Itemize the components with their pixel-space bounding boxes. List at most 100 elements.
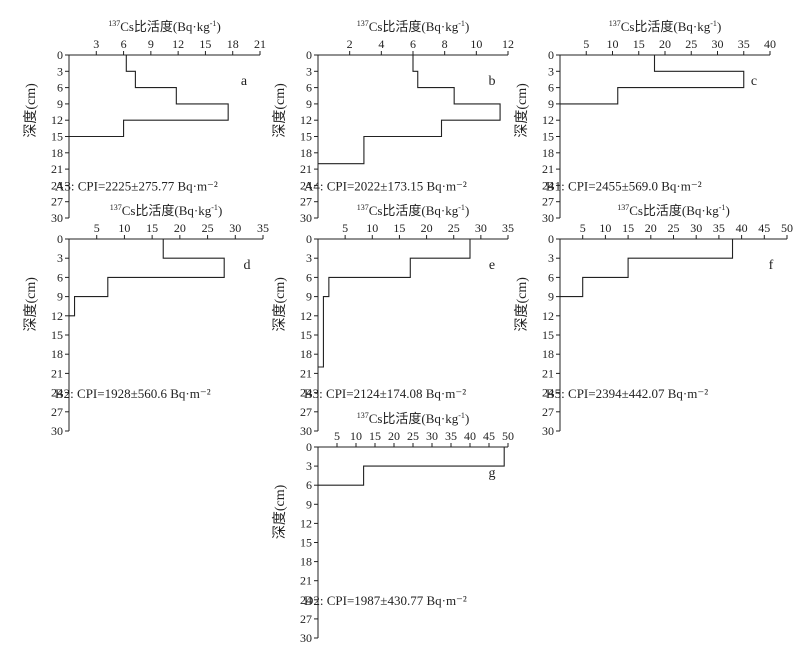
y-tick-label: 18 [542,347,554,361]
x-tick-label: 35 [502,221,514,235]
y-tick-label: 24 [542,178,554,192]
panel-e: 5 10 15 20 25 30 35 0 3 6 9 12 15 18 21 24 27 30 137Cs比活度(… [272,203,514,438]
cpi-annotation: B3: CPI=2124±174.08 Bq·m⁻² [304,386,466,401]
x-axis-title: 137Cs比活度(Bq·kg-1) [108,19,221,34]
x-tick-label: 3 [93,37,99,51]
y-tick-label: 9 [548,97,554,111]
y-tick-label: 21 [300,366,312,380]
x-tick-label: 15 [633,37,645,51]
x-tick-label: 10 [350,429,362,443]
x-tick-label: 10 [607,37,619,51]
x-tick-label: 50 [502,429,514,443]
y-tick-label: 3 [57,251,63,265]
y-tick-label: 6 [57,270,63,284]
y-tick-label: 18 [542,146,554,160]
y-tick-label: 9 [57,97,63,111]
x-tick-label: 6 [121,37,127,51]
panel-letter: b [489,74,496,89]
activity-profile-line [318,238,471,368]
y-tick-label: 27 [51,405,63,419]
cpi-annotation: B5: CPI=2394±442.07 Bq·m⁻² [546,386,708,401]
x-axis-title: 137Cs比活度(Bq·kg-1) [609,19,722,34]
y-tick-label: 21 [300,574,312,588]
x-tick-label: 25 [668,221,680,235]
y-tick-label: 24 [300,178,312,192]
y-tick-label: 18 [51,347,63,361]
cpi-annotation: B1: CPI=2455±569.0 Bq·m⁻² [546,178,702,193]
y-tick-label: 12 [300,113,312,127]
cpi-annotation: B2: CPI=1928±560.6 Bq·m⁻² [55,386,211,401]
y-tick-label: 30 [542,211,554,225]
x-tick-label: 21 [254,37,266,51]
activity-profile-line [560,54,745,105]
x-tick-label: 30 [229,221,241,235]
y-tick-label: 9 [306,497,312,511]
x-tick-label: 6 [410,37,416,51]
x-axis-title: 137Cs比活度(Bq·kg-1) [357,411,470,426]
x-tick-label: 5 [94,221,100,235]
y-tick-label: 15 [542,328,554,342]
x-tick-label: 5 [580,221,586,235]
y-tick-label: 30 [300,211,312,225]
x-tick-label: 35 [257,221,269,235]
y-tick-label: 9 [306,97,312,111]
x-tick-label: 15 [622,221,634,235]
x-tick-label: 45 [758,221,770,235]
y-tick-label: 27 [300,405,312,419]
panel-letter: c [751,74,757,89]
x-tick-label: 9 [148,37,154,51]
y-tick-label: 15 [51,328,63,342]
activity-profile-line [69,238,225,317]
y-tick-label: 9 [306,290,312,304]
x-tick-label: 20 [659,37,671,51]
y-tick-label: 30 [51,424,63,438]
y-tick-label: 30 [300,631,312,645]
x-tick-label: 45 [483,429,495,443]
y-tick-label: 24 [300,386,312,400]
x-tick-label: 12 [172,37,184,51]
y-tick-label: 18 [300,146,312,160]
x-tick-label: 20 [645,221,657,235]
y-axis-title: 深度(cm) [23,277,39,332]
x-tick-label: 30 [475,221,487,235]
y-tick-label: 6 [306,81,312,95]
x-tick-label: 35 [713,221,725,235]
y-tick-label: 27 [542,195,554,209]
y-tick-label: 0 [57,48,63,62]
y-tick-label: 27 [300,612,312,626]
x-tick-label: 30 [426,429,438,443]
y-tick-label: 3 [306,64,312,78]
cpi-annotation: D2: CPI=1987±430.77 Bq·m⁻² [304,593,467,608]
y-axis-title: 深度(cm) [272,484,288,539]
x-tick-label: 8 [442,37,448,51]
x-axis-title: 137Cs比活度(Bq·kg-1) [617,203,730,218]
x-tick-label: 30 [690,221,702,235]
x-tick-label: 15 [199,37,211,51]
x-axis-title: 137Cs比活度(Bq·kg-1) [357,203,470,218]
x-axis-title: 137Cs比活度(Bq·kg-1) [110,203,223,218]
y-tick-label: 9 [57,290,63,304]
y-tick-label: 30 [300,424,312,438]
x-tick-label: 5 [342,221,348,235]
y-tick-label: 12 [542,309,554,323]
x-tick-label: 5 [583,37,589,51]
y-tick-label: 0 [548,48,554,62]
y-tick-label: 21 [51,366,63,380]
x-tick-label: 25 [448,221,460,235]
panel-a: 3 6 9 12 15 18 21 0 3 6 9 12 15 18 21 24 27 30 137Cs比活度(Bq… [23,19,266,225]
y-tick-label: 15 [300,536,312,550]
x-tick-label: 35 [445,429,457,443]
activity-profile-line [69,54,229,138]
x-tick-label: 10 [599,221,611,235]
y-tick-label: 15 [300,328,312,342]
x-tick-label: 40 [736,221,748,235]
y-tick-label: 15 [542,130,554,144]
y-tick-label: 15 [300,130,312,144]
y-axis-title: 深度(cm) [272,83,288,138]
y-tick-label: 3 [306,459,312,473]
y-tick-label: 24 [300,593,312,607]
y-tick-label: 6 [548,270,554,284]
x-tick-label: 18 [227,37,239,51]
y-tick-label: 30 [542,424,554,438]
y-tick-label: 0 [306,232,312,246]
